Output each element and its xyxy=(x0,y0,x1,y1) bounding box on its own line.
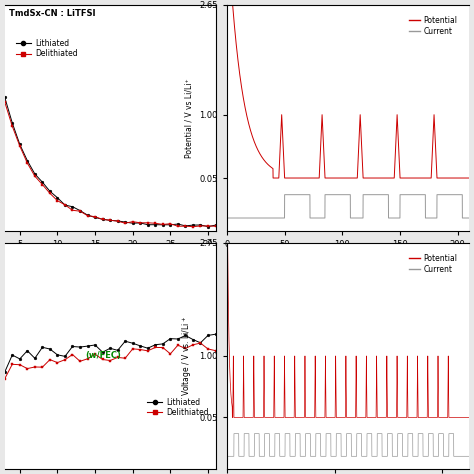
Legend: Potential, Current: Potential, Current xyxy=(406,251,461,277)
Legend: Lithiated, Delithiated: Lithiated, Delithiated xyxy=(144,394,212,420)
Legend: Lithiated, Delithiated: Lithiated, Delithiated xyxy=(13,36,81,62)
Legend: Potential, Current: Potential, Current xyxy=(406,13,461,39)
Text: TmdSx-CN : LiTFSI: TmdSx-CN : LiTFSI xyxy=(9,9,95,18)
X-axis label: Cycle No.: Cycle No. xyxy=(84,255,136,265)
X-axis label: Time / hours: Time / hours xyxy=(314,255,382,265)
Y-axis label: Voltage / V vs. Li/Li$^+$: Voltage / V vs. Li/Li$^+$ xyxy=(180,316,194,396)
Text: (w/FEC): (w/FEC) xyxy=(85,351,121,360)
Y-axis label: Potential / V vs Li/Li⁺: Potential / V vs Li/Li⁺ xyxy=(185,78,194,158)
